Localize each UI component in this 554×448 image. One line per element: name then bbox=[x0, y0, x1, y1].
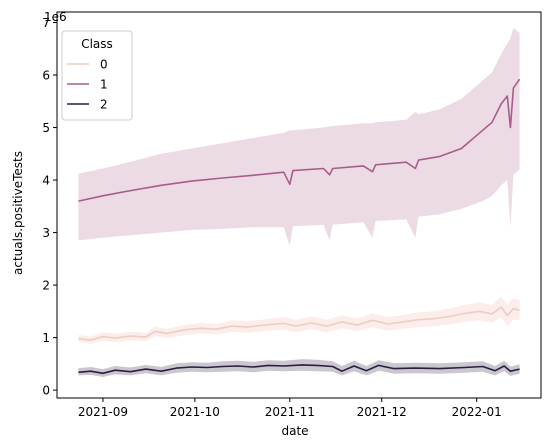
legend-label-class-2: 2 bbox=[100, 98, 108, 112]
y-tick-label: 2 bbox=[42, 279, 50, 293]
plot-frame bbox=[56, 11, 542, 399]
line-class-0 bbox=[78, 306, 520, 342]
x-tick-label: 2021-12 bbox=[357, 405, 407, 419]
y-tick-label: 5 bbox=[42, 121, 50, 135]
y-axis: 0 1 2 3 4 5 6 7 bbox=[42, 16, 57, 398]
y-offset-text: 1e6 bbox=[44, 10, 67, 24]
band-class-2 bbox=[78, 359, 520, 377]
y-tick-label: 1 bbox=[42, 331, 50, 345]
y-tick-label: 0 bbox=[42, 384, 50, 398]
confidence-bands bbox=[78, 27, 520, 377]
x-tick-label: 2021-11 bbox=[265, 405, 315, 419]
y-axis-label: actuals.positiveTests bbox=[11, 151, 25, 275]
line-class-2 bbox=[78, 364, 520, 375]
y-tick-label: 6 bbox=[42, 69, 50, 83]
band-class-0 bbox=[78, 296, 520, 344]
legend: Class 0 1 2 bbox=[61, 30, 133, 121]
line-class-1 bbox=[78, 78, 521, 202]
series-lines bbox=[78, 78, 521, 375]
y-tick-label: 4 bbox=[42, 174, 50, 188]
legend-label-class-1: 1 bbox=[100, 78, 108, 92]
legend-box bbox=[61, 30, 133, 121]
x-tick-label: 2022-01 bbox=[452, 405, 502, 419]
y-tick-label: 3 bbox=[42, 226, 50, 240]
legend-title: Class bbox=[81, 37, 113, 51]
y-tick-label: 7 bbox=[42, 16, 50, 30]
x-axis-label: date bbox=[281, 424, 308, 438]
legend-label-class-0: 0 bbox=[100, 58, 108, 72]
x-tick-label: 2021-10 bbox=[170, 405, 220, 419]
x-axis: 2021-09 2021-10 2021-11 2021-12 2022-01 bbox=[78, 398, 502, 419]
band-class-1 bbox=[78, 27, 520, 246]
x-tick-label: 2021-09 bbox=[78, 405, 128, 419]
